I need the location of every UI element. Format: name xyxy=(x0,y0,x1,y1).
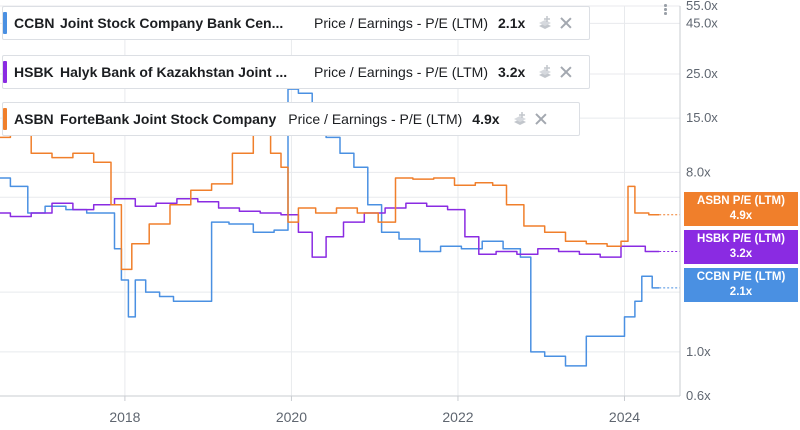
x-tick-label: 2020 xyxy=(276,409,307,425)
stack-icon[interactable] xyxy=(512,111,528,127)
legend-swatch xyxy=(3,108,7,130)
legend-company: Joint Stock Company Bank Cen... xyxy=(60,15,284,31)
stack-icon[interactable] xyxy=(537,15,553,31)
x-tick-label: 2022 xyxy=(442,409,473,425)
legend-swatch xyxy=(3,12,7,34)
legend-item-asbn: ASBN ForteBank Joint Stock Company Price… xyxy=(2,102,580,136)
legend-item-ccbn: CCBN Joint Stock Company Bank Cen... Pri… xyxy=(2,6,590,40)
stack-icon[interactable] xyxy=(537,64,553,80)
legend-metric: Price / Earnings - P/E (LTM) xyxy=(288,111,463,127)
close-icon[interactable] xyxy=(534,112,548,126)
legend-value: 4.9x xyxy=(472,111,500,127)
tag-value: 4.9x xyxy=(729,210,753,222)
x-tick-label: 2018 xyxy=(109,409,140,425)
legend-company: ForteBank Joint Stock Company xyxy=(60,111,277,127)
y-tick-label: 1.0x xyxy=(686,344,711,359)
legend-value: 3.2x xyxy=(498,64,526,80)
legend-value: 2.1x xyxy=(498,15,526,31)
y-tick-label: 45.0x xyxy=(686,15,718,30)
series-tag-ccbn: CCBN P/E (LTM) 2.1x xyxy=(684,268,798,302)
tag-label: ASBN P/E (LTM) xyxy=(697,195,785,207)
y-tick-label: 55.0x xyxy=(686,0,718,13)
legend-ticker: CCBN xyxy=(14,15,55,31)
series-tag-asbn: ASBN P/E (LTM) 4.9x xyxy=(684,192,798,226)
tag-label: CCBN P/E (LTM) xyxy=(696,271,786,283)
legend-metric: Price / Earnings - P/E (LTM) xyxy=(314,15,489,31)
x-tick-label: 2024 xyxy=(609,409,640,425)
legend-metric: Price / Earnings - P/E (LTM) xyxy=(314,64,489,80)
series-tag-hsbk: HSBK P/E (LTM) 3.2x xyxy=(684,230,798,264)
tag-value: 2.1x xyxy=(729,286,753,298)
y-tick-label: 15.0x xyxy=(686,110,718,125)
legend-ticker: HSBK xyxy=(14,64,54,80)
y-tick-label: 0.6x xyxy=(686,388,711,403)
close-icon[interactable] xyxy=(559,16,573,30)
close-icon[interactable] xyxy=(559,65,573,79)
tag-label: HSBK P/E (LTM) xyxy=(697,233,785,245)
legend-item-hsbk: HSBK Halyk Bank of Kazakhstan Joint ... … xyxy=(2,55,590,89)
tag-value: 3.2x xyxy=(729,248,753,260)
y-tick-label: 8.0x xyxy=(686,164,711,179)
legend-swatch xyxy=(3,61,7,83)
series-line-hsbk xyxy=(0,197,660,258)
series-line-asbn xyxy=(0,111,660,271)
legend-ticker: ASBN xyxy=(14,111,54,127)
more-options-icon[interactable] xyxy=(664,4,667,16)
legend-company: Halyk Bank of Kazakhstan Joint ... xyxy=(60,64,288,80)
y-tick-label: 25.0x xyxy=(686,66,718,81)
